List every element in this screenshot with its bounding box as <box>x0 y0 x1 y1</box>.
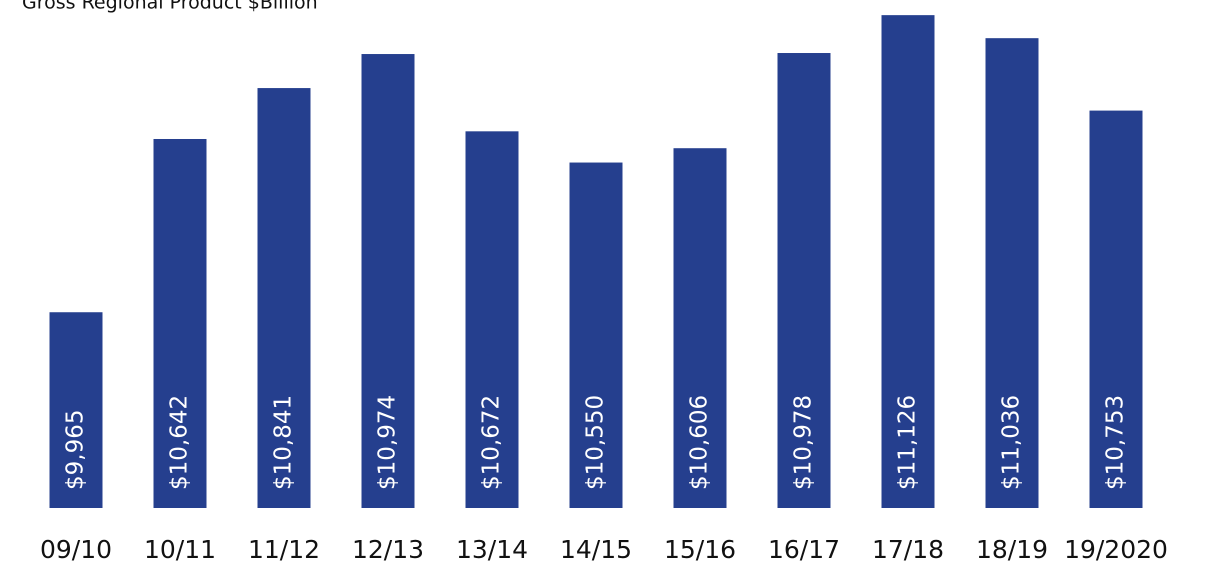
chart-title: Gross Regional Product $Billion <box>22 0 318 14</box>
bar <box>153 138 207 508</box>
x-tick-label: 14/15 <box>560 535 632 564</box>
bar <box>49 312 103 508</box>
x-tick-label: 12/13 <box>352 535 424 564</box>
x-tick-label: 09/10 <box>40 535 112 564</box>
value-label: $9,965 <box>63 410 89 490</box>
value-label: $11,036 <box>999 395 1025 490</box>
x-tick-label: 18/19 <box>976 535 1048 564</box>
value-label: $10,672 <box>479 395 505 490</box>
bar <box>257 88 311 508</box>
bar <box>777 53 831 509</box>
value-label: $10,642 <box>167 395 193 490</box>
value-label: $10,606 <box>687 395 713 490</box>
value-label: $10,841 <box>271 395 297 490</box>
x-tick-label: 17/18 <box>872 535 944 564</box>
bar <box>1089 110 1143 509</box>
value-label: $10,978 <box>791 395 817 490</box>
x-tick-label: 11/12 <box>248 535 320 564</box>
x-tick-label: 13/14 <box>456 535 528 564</box>
bar <box>881 15 935 508</box>
x-tick-label: 15/16 <box>664 535 736 564</box>
x-tick-label: 10/11 <box>144 535 216 564</box>
value-label: $11,126 <box>895 395 921 490</box>
x-tick-label: 16/17 <box>768 535 840 564</box>
value-label: $10,550 <box>583 395 609 490</box>
bar <box>985 38 1039 509</box>
bar <box>569 162 623 509</box>
value-label: $10,753 <box>1103 395 1129 490</box>
value-label: $10,974 <box>375 395 401 490</box>
bar <box>361 54 415 508</box>
bar <box>673 148 727 509</box>
x-tick-label: 19/2020 <box>1064 535 1168 564</box>
bar <box>465 131 519 508</box>
